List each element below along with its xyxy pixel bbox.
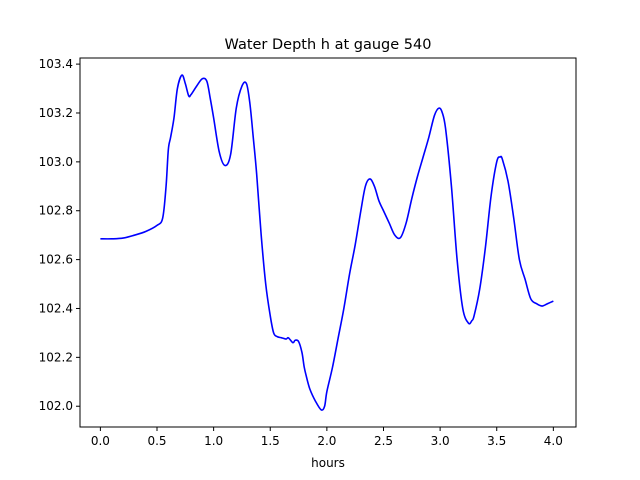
y-tick-label: 103.0 (39, 155, 73, 169)
x-tick-label: 1.5 (261, 434, 280, 448)
x-tick-label: 4.0 (544, 434, 563, 448)
x-axis-label: hours (311, 456, 345, 470)
x-tick-label: 1.0 (204, 434, 223, 448)
x-tick-label: 0.5 (147, 434, 166, 448)
y-tick-label: 102.0 (39, 399, 73, 413)
series-line (100, 74, 554, 411)
y-axis: 102.0 102.2 102.4 102.6 102.8 103.0 103.2 103.4 (39, 57, 80, 413)
x-tick-label: 0.0 (91, 434, 110, 448)
y-tick-label: 102.2 (39, 350, 73, 364)
x-tick-label: 2.0 (317, 434, 336, 448)
x-tick-label: 3.0 (431, 434, 450, 448)
y-tick-label: 103.4 (39, 57, 73, 71)
axes-frame (79, 57, 577, 428)
chart-title: Water Depth h at gauge 540 (225, 37, 432, 53)
x-tick-label: 2.5 (374, 434, 393, 448)
y-tick-label: 103.2 (39, 106, 73, 120)
y-tick-label: 102.4 (39, 301, 73, 315)
x-axis: 0.0 0.5 1.0 1.5 2.0 2.5 3.0 3.5 4.0 (91, 427, 563, 448)
y-tick-label: 102.8 (39, 204, 73, 218)
x-tick-label: 3.5 (487, 434, 506, 448)
y-tick-label: 102.6 (39, 253, 73, 267)
plot-area (100, 74, 554, 411)
